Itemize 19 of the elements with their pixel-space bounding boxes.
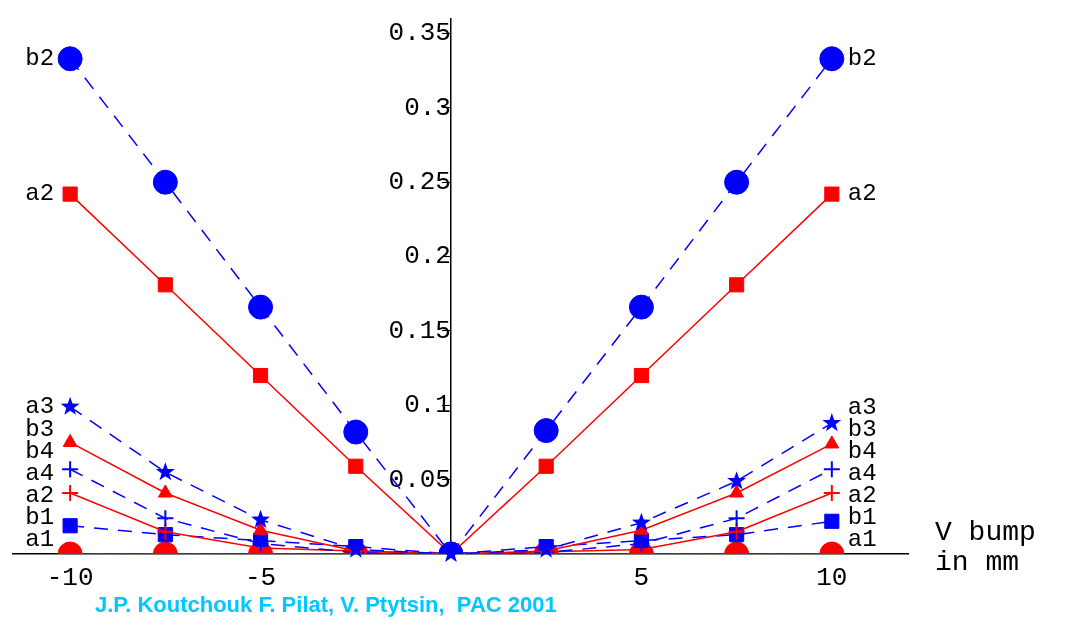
text: J.P. Koutchouk F. Pilat, V. Ptytsin, PAC 2001 [95, 592, 557, 618]
y-tick-label: 0.15 [388, 315, 451, 346]
y-tick-label: 0.05 [388, 464, 451, 495]
text: a2 [847, 180, 877, 208]
x-tick-label: -5 [244, 563, 277, 594]
y-tick-label: 0.35 [388, 18, 451, 49]
text: a1 [847, 526, 877, 554]
x-tick-label: -10 [46, 563, 94, 594]
text: b2 [25, 45, 55, 73]
x-axis-title: V bump in mm [935, 517, 1037, 578]
y-tick-label: 0.1 [404, 390, 451, 421]
series-label: a1 [25, 526, 55, 554]
y-tick-label: 0.25 [388, 167, 451, 198]
series-label: b2 [847, 45, 877, 73]
y-tick-label: 0.2 [404, 241, 451, 272]
series-label: a2 [25, 180, 55, 208]
x-tick-label: 10 [816, 563, 848, 594]
x-tick-label: 5 [633, 563, 650, 594]
y-tick-label: 0.3 [404, 92, 451, 123]
